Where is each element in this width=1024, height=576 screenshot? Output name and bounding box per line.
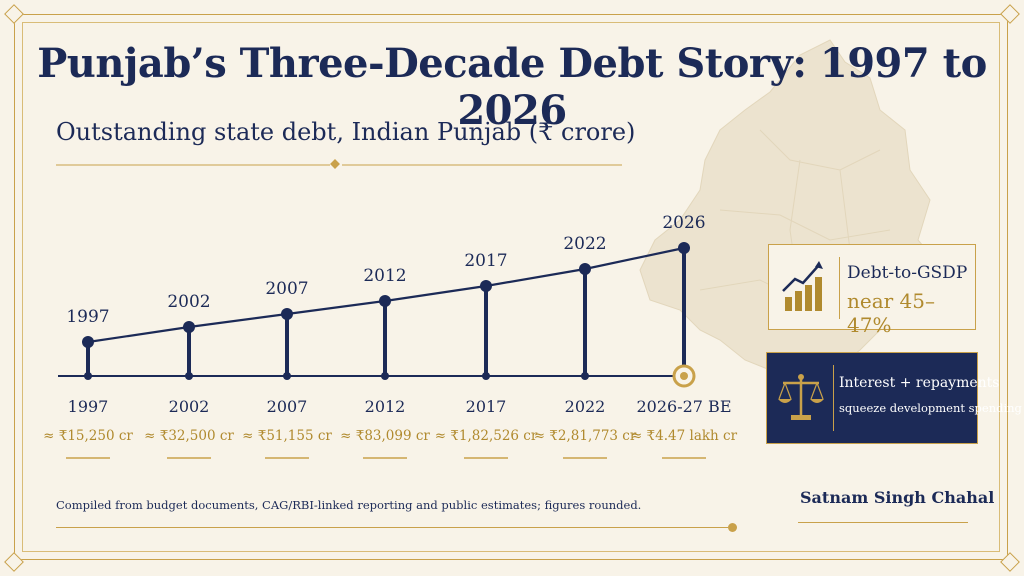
- inner-frame: [22, 22, 1000, 552]
- baseline-dot-2022: [581, 372, 589, 380]
- value-label-2026: ≈ ₹4.47 lakh cr: [631, 428, 738, 444]
- point-label-2026: 2026: [662, 213, 705, 233]
- baseline-dot-2002: [185, 372, 193, 380]
- value-label-2002: ≈ ₹32,500 cr: [144, 428, 234, 444]
- bar-chart-rising-icon: [779, 257, 827, 319]
- baseline-dot-1997: [84, 372, 92, 380]
- interest-detail: squeeze development spending: [839, 401, 1022, 415]
- point-label-2022: 2022: [563, 234, 606, 254]
- point-2007: [281, 308, 293, 320]
- point-label-2007: 2007: [265, 279, 308, 299]
- baseline-dot-2007: [283, 372, 291, 380]
- axis-label-2022: 2022: [565, 397, 606, 416]
- point-2012: [379, 295, 391, 307]
- title-divider-diamond: [330, 159, 340, 169]
- card-divider: [839, 257, 840, 319]
- axis-label-2002: 2002: [169, 397, 210, 416]
- value-label-2007: ≈ ₹51,155 cr: [242, 428, 332, 444]
- interest-label: Interest + repayments: [839, 375, 1000, 391]
- point-label-2017: 2017: [464, 251, 507, 271]
- point-2022: [579, 263, 591, 275]
- card-divider: [833, 365, 834, 431]
- gsdp-label: Debt-to-GSDP: [847, 263, 968, 283]
- point-2002: [183, 321, 195, 333]
- baseline-ring-dot-2026: [680, 372, 688, 380]
- axis-label-2017: 2017: [466, 397, 507, 416]
- subtitle: Outstanding state debt, Indian Punjab (₹…: [56, 118, 636, 146]
- baseline-dot-2012: [381, 372, 389, 380]
- scales-icon: [775, 371, 827, 425]
- point-label-2012: 2012: [363, 266, 406, 286]
- source-note: Compiled from budget documents, CAG/RBI-…: [56, 498, 642, 512]
- outer-frame: [14, 14, 1008, 560]
- footer-rule: [56, 527, 728, 528]
- value-label-2017: ≈ ₹1,82,526 cr: [435, 428, 538, 444]
- axis-label-2007: 2007: [267, 397, 308, 416]
- value-label-2012: ≈ ₹83,099 cr: [340, 428, 430, 444]
- axis-label-1997: 1997: [68, 397, 109, 416]
- interest-repayments-card: Interest + repayments squeeze developmen…: [766, 352, 1022, 444]
- author-credit: Satnam Singh Chahal: [800, 488, 995, 507]
- page-title: Punjab’s Three-Decade Debt Story: 1997 t…: [37, 40, 987, 134]
- point-label-1997: 1997: [66, 307, 109, 327]
- point-2017: [480, 280, 492, 292]
- baseline-dot-2017: [482, 372, 490, 380]
- point-1997: [82, 336, 94, 348]
- debt-to-gsdp-card: Debt-to-GSDP near 45–47%: [768, 244, 976, 337]
- author-underline: [798, 522, 968, 523]
- value-label-1997: ≈ ₹15,250 cr: [43, 428, 133, 444]
- axis-label-2012: 2012: [365, 397, 406, 416]
- point-label-2002: 2002: [167, 292, 210, 312]
- axis-label-2026: 2026-27 BE: [636, 397, 731, 416]
- point-2026: [678, 242, 690, 254]
- value-label-2022: ≈ ₹2,81,773 cr: [534, 428, 637, 444]
- gsdp-value: near 45–47%: [847, 289, 936, 337]
- footer-rule-dot: [728, 523, 737, 532]
